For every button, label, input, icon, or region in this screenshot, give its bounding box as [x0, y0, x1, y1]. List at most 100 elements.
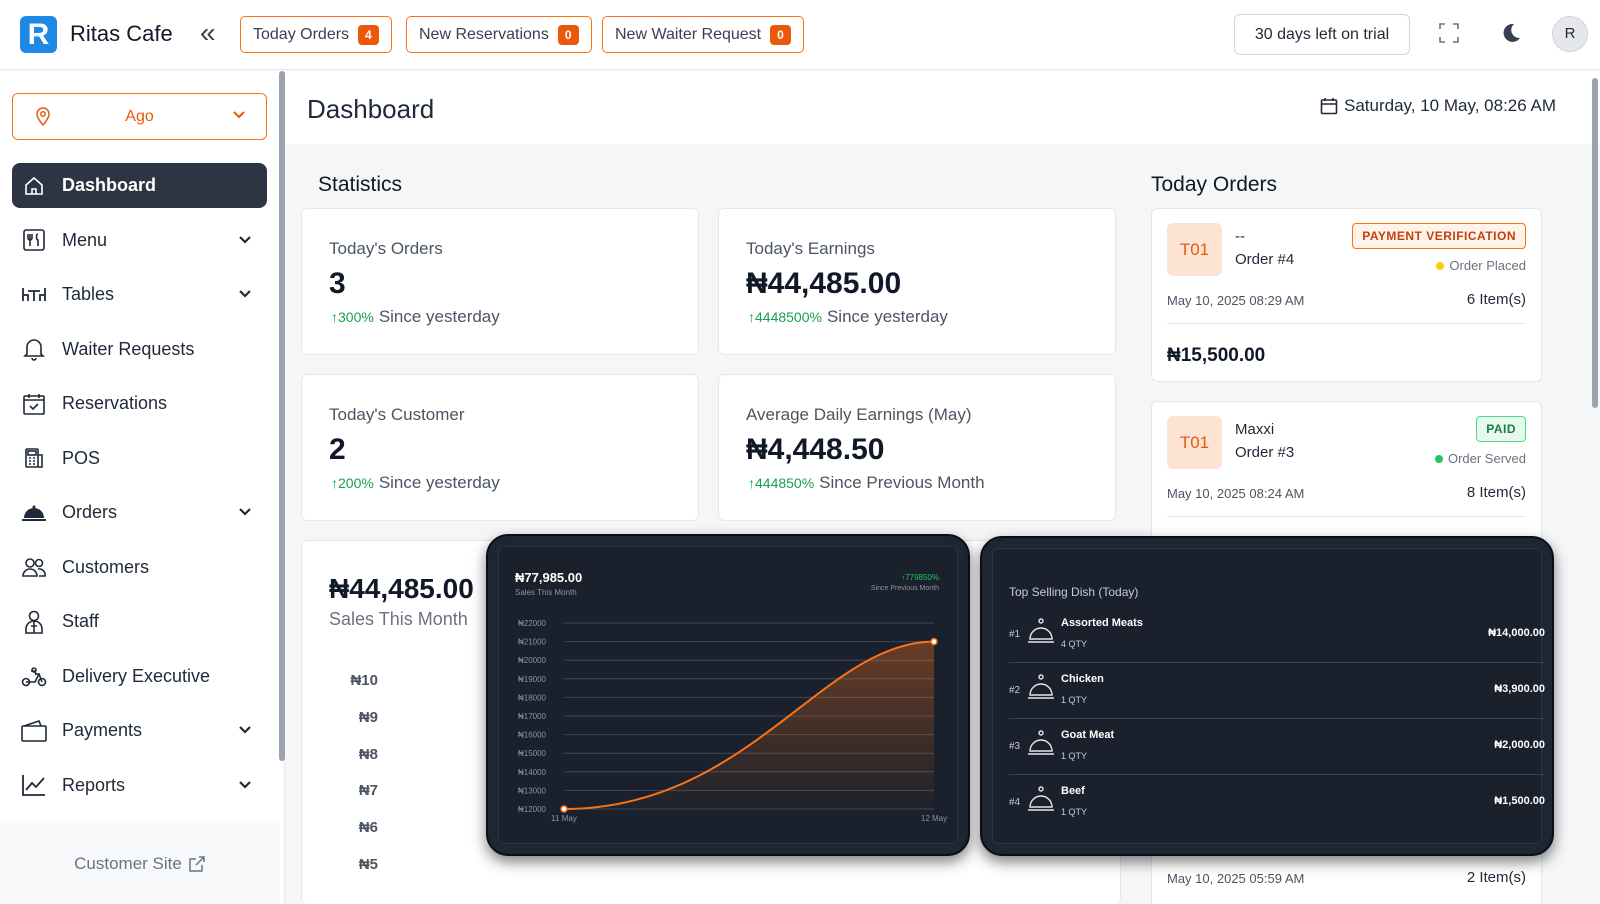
top-dishes-title: Top Selling Dish (Today) [1009, 585, 1139, 599]
x-tick-label: 12 May [921, 814, 947, 823]
cloche-icon [1028, 786, 1054, 811]
sidebar-item-reports[interactable]: Reports [12, 763, 267, 808]
sidebar-item-label: Orders [62, 502, 118, 522]
sidebar-item-label: Tables [62, 284, 115, 304]
new-reservations-button[interactable]: New Reservations 0 [406, 16, 592, 53]
today-orders-button[interactable]: Today Orders 4 [240, 16, 392, 53]
payment-status-badge: PAID [1476, 416, 1526, 442]
order-card[interactable]: T01 -- Order #4 PAYMENT VERIFICATION Ord… [1151, 208, 1542, 382]
dish-name: Beef [1061, 785, 1085, 797]
dish-qty: 4 QTY [1061, 639, 1088, 649]
sidebar-item-label: Waiter Requests [62, 338, 195, 359]
divider [1167, 516, 1526, 517]
y-axis-label: ₦5 [358, 856, 378, 873]
dish-price: ₦2,000.00 [1494, 739, 1545, 751]
chevron-down-icon [239, 235, 251, 244]
dish-price: ₦14,000.00 [1488, 627, 1545, 639]
sidebar-item-delivery-executive[interactable]: Delivery Executive [12, 654, 267, 699]
stat-card-today-earnings: Today's Earnings ₦44,485.00 ↑4448500% Sin… [718, 208, 1116, 355]
order-date: May 10, 2025 08:29 AM [1167, 293, 1305, 308]
chevron-down-icon [239, 508, 251, 516]
top-dishes-overlay: Top Selling Dish (Today) #1 Assorted Mea… [980, 536, 1554, 856]
sidebar-item-label: Dashboard [62, 175, 157, 195]
pos-icon [20, 444, 48, 472]
sidebar-item-dashboard[interactable]: Dashboard [12, 163, 267, 208]
sidebar-item-label: Reservations [62, 393, 168, 413]
date-text: Saturday, 10 May, 08:26 AM [1344, 96, 1556, 115]
new-waiter-request-button[interactable]: New Waiter Request 0 [602, 16, 804, 53]
sidebar-item-waiter-requests[interactable]: Waiter Requests [12, 327, 267, 372]
sidebar-item-tables[interactable]: Tables [12, 272, 267, 317]
y-tick-label: ₦12000 [518, 805, 547, 814]
y-tick-label: ₦16000 [518, 731, 547, 740]
stat-pct: ↑300% [331, 309, 374, 325]
sidebar-item-menu[interactable]: Menu [12, 218, 267, 263]
stat-label: Today's Earnings [746, 239, 875, 258]
collapse-sidebar-icon[interactable]: « [200, 17, 216, 48]
order-date: May 10, 2025 08:24 AM [1167, 486, 1305, 501]
staff-icon [20, 608, 48, 636]
y-axis-label: ₦9 [358, 709, 378, 726]
status-dot [1436, 261, 1445, 270]
y-tick-label: ₦15000 [518, 749, 547, 758]
y-axis-label: ₦6 [358, 819, 378, 836]
sidebar: Ago Dashboard Menu Tables [0, 71, 285, 904]
wallet-icon [20, 717, 48, 745]
top-header: R Ritas Cafe « Today Orders 4 New Reserv… [0, 0, 1600, 70]
external-link-icon [189, 855, 205, 872]
sidebar-item-customers[interactable]: Customers [12, 545, 267, 590]
top-dishes-panel: Top Selling Dish (Today) #1 Assorted Mea… [992, 548, 1545, 844]
dish-rank: #2 [1009, 685, 1021, 696]
today-orders-count: 4 [358, 24, 379, 45]
divider [1167, 323, 1526, 324]
series-line [563, 640, 935, 810]
map-pin-icon [36, 107, 50, 126]
payment-status-badge: PAYMENT VERIFICATION [1352, 223, 1526, 249]
fullscreen-icon[interactable] [1438, 22, 1460, 44]
sidebar-item-staff[interactable]: Staff [12, 599, 267, 644]
dish-rank: #3 [1009, 741, 1021, 752]
stat-value: ₦4,448.50 [746, 433, 885, 466]
list-item: #3 Goat Meat 1 QTY ₦2,000.00 [1009, 719, 1545, 775]
stat-pct: ↑200% [331, 475, 374, 491]
order-number: Order #4 [1235, 251, 1295, 268]
dish-name: Assorted Meats [1061, 617, 1143, 629]
dish-name: Goat Meat [1061, 729, 1115, 741]
current-date: Saturday, 10 May, 08:26 AM [1320, 96, 1556, 116]
sales-line-chart: ₦22000 ₦21000 ₦20000 ₦19000 ₦18000 ₦17000 ₦160… [518, 619, 947, 823]
location-select[interactable]: Ago [12, 93, 267, 140]
stat-label: Today's Customer [329, 405, 465, 424]
sidebar-item-pos[interactable]: POS [12, 436, 267, 481]
sidebar-item-orders[interactable]: Orders [12, 490, 267, 535]
y-tick-label: ₦17000 [518, 712, 547, 721]
sidebar-item-payments[interactable]: Payments [12, 708, 267, 753]
table-tag: T01 [1167, 416, 1222, 469]
main-scrollbar[interactable] [1592, 78, 1598, 408]
sales-chart-overlay: ₦77,985.00 Sales This Month ↑779850% Sin… [486, 534, 970, 856]
customer-site-link[interactable]: Customer Site [0, 823, 280, 904]
trial-button[interactable]: 30 days left on trial [1234, 14, 1410, 55]
customer-name: -- [1235, 228, 1245, 245]
divider [1009, 774, 1545, 775]
chart-value: ₦77,985.00 [515, 570, 583, 585]
chevron-down-icon [233, 111, 245, 119]
y-tick-label: ₦14000 [518, 768, 547, 777]
order-items: 8 Item(s) [1466, 484, 1526, 501]
dish-qty: 1 QTY [1061, 807, 1088, 817]
app-logo[interactable]: R [20, 16, 57, 53]
stat-label: Today's Orders [329, 239, 443, 258]
sidebar-scrollbar[interactable] [279, 71, 285, 761]
new-waiter-request-count: 0 [770, 24, 791, 45]
chart-pct: ↑779850% [901, 573, 939, 582]
stat-change: ↑200% Since yesterday [331, 473, 500, 492]
table-tag: T01 [1167, 223, 1222, 276]
sidebar-item-reservations[interactable]: Reservations [12, 381, 267, 426]
order-card[interactable]: T01 Maxxi Order #3 PAID Order Served May… [1151, 401, 1542, 541]
dish-price: ₦3,900.00 [1494, 683, 1545, 695]
dark-mode-icon[interactable] [1500, 22, 1522, 44]
divider [1009, 662, 1545, 663]
user-avatar[interactable]: R [1552, 16, 1588, 52]
chevron-down-icon [239, 290, 251, 298]
new-waiter-request-label: New Waiter Request [615, 25, 762, 43]
sidebar-item-label: Delivery Executive [62, 665, 211, 686]
